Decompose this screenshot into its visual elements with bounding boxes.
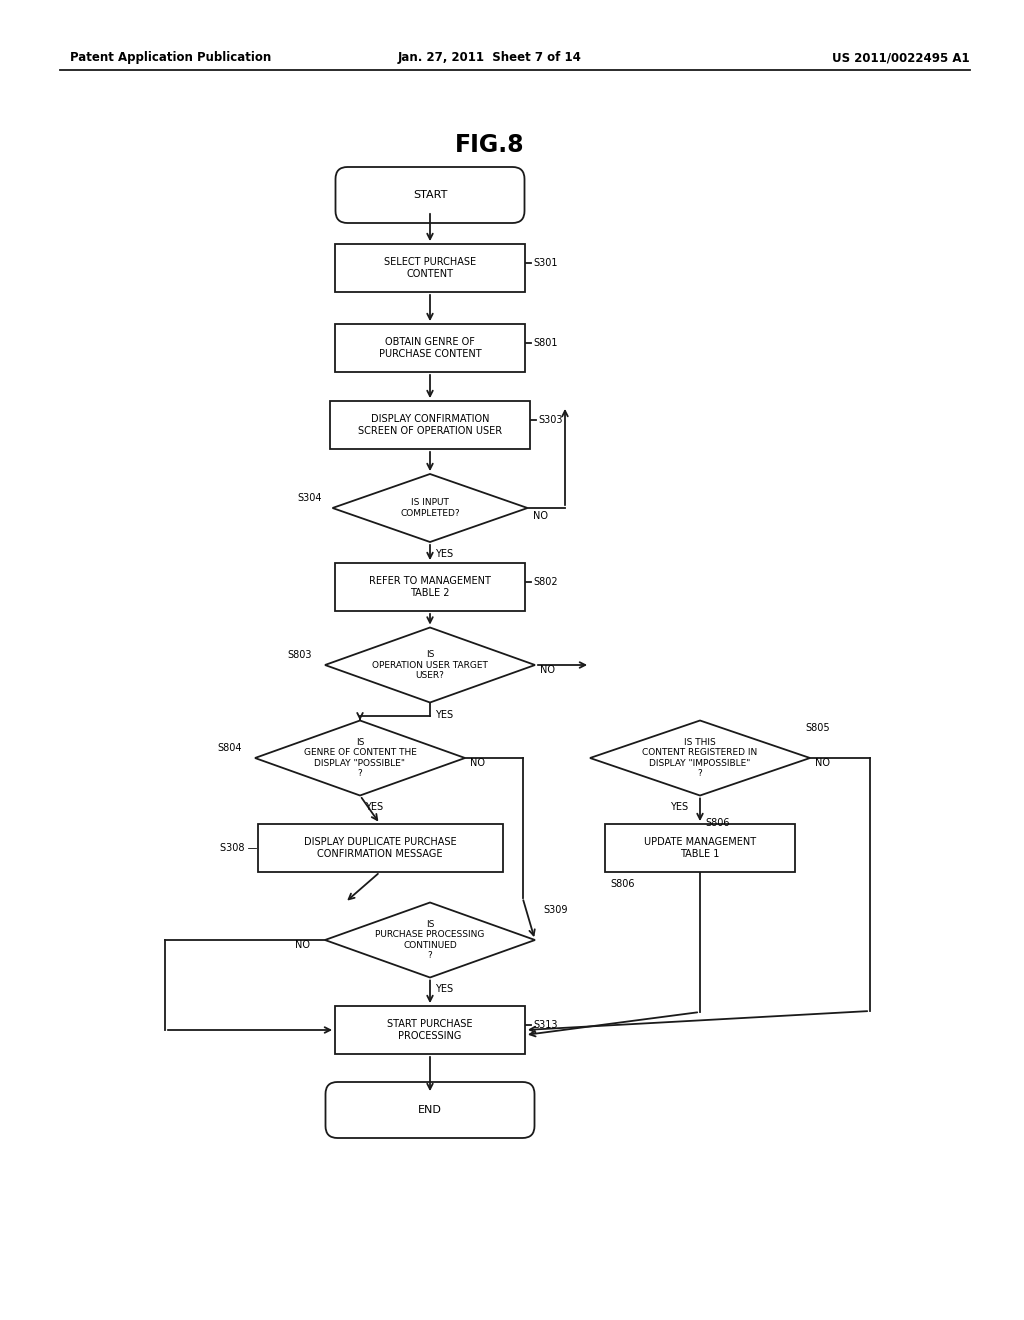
Text: YES: YES: [670, 803, 688, 813]
Text: S804: S804: [217, 743, 242, 752]
Polygon shape: [325, 627, 535, 702]
Polygon shape: [325, 903, 535, 978]
Polygon shape: [255, 721, 465, 796]
Text: NO: NO: [540, 665, 555, 675]
Text: NO: NO: [470, 758, 485, 768]
Text: START: START: [413, 190, 447, 201]
Text: SELECT PURCHASE
CONTENT: SELECT PURCHASE CONTENT: [384, 257, 476, 279]
Bar: [335, 564, 525, 611]
Polygon shape: [590, 721, 810, 796]
Bar: [605, 824, 795, 873]
Text: UPDATE MANAGEMENT
TABLE 1: UPDATE MANAGEMENT TABLE 1: [644, 837, 756, 859]
Text: S309: S309: [543, 906, 567, 915]
Bar: [257, 824, 503, 873]
Text: S806: S806: [610, 879, 635, 888]
Text: FIG.8: FIG.8: [456, 133, 525, 157]
Text: IS THIS
CONTENT REGISTERED IN
DISPLAY "IMPOSSIBLE"
?: IS THIS CONTENT REGISTERED IN DISPLAY "I…: [642, 738, 758, 777]
Text: US 2011/0022495 A1: US 2011/0022495 A1: [833, 51, 970, 65]
Text: S806: S806: [705, 818, 729, 829]
Text: YES: YES: [435, 985, 454, 994]
Text: NO: NO: [532, 511, 548, 521]
Text: IS
GENRE OF CONTENT THE
DISPLAY "POSSIBLE"
?: IS GENRE OF CONTENT THE DISPLAY "POSSIBL…: [303, 738, 417, 777]
Text: REFER TO MANAGEMENT
TABLE 2: REFER TO MANAGEMENT TABLE 2: [369, 577, 490, 598]
Text: NO: NO: [295, 940, 310, 950]
FancyBboxPatch shape: [336, 168, 524, 223]
Text: S313: S313: [534, 1020, 557, 1030]
Text: S308 —: S308 —: [219, 843, 257, 853]
Text: YES: YES: [435, 710, 454, 719]
Text: NO: NO: [815, 758, 830, 768]
Bar: [335, 323, 525, 372]
Bar: [330, 401, 530, 449]
Text: START PURCHASE
PROCESSING: START PURCHASE PROCESSING: [387, 1019, 473, 1040]
Bar: [335, 244, 525, 292]
Text: IS INPUT
COMPLETED?: IS INPUT COMPLETED?: [400, 498, 460, 517]
Text: S304: S304: [298, 492, 322, 503]
Polygon shape: [333, 474, 527, 543]
Text: IS
OPERATION USER TARGET
USER?: IS OPERATION USER TARGET USER?: [372, 651, 488, 680]
Text: IS
PURCHASE PROCESSING
CONTINUED
?: IS PURCHASE PROCESSING CONTINUED ?: [376, 920, 484, 960]
Text: YES: YES: [365, 803, 383, 813]
Bar: [335, 1006, 525, 1053]
FancyBboxPatch shape: [326, 1082, 535, 1138]
Text: S805: S805: [805, 723, 829, 733]
Text: S802: S802: [534, 577, 558, 587]
Text: S801: S801: [534, 338, 557, 348]
Text: Patent Application Publication: Patent Application Publication: [70, 51, 271, 65]
Text: S301: S301: [534, 257, 557, 268]
Text: END: END: [418, 1105, 442, 1115]
Text: OBTAIN GENRE OF
PURCHASE CONTENT: OBTAIN GENRE OF PURCHASE CONTENT: [379, 337, 481, 359]
Text: DISPLAY CONFIRMATION
SCREEN OF OPERATION USER: DISPLAY CONFIRMATION SCREEN OF OPERATION…: [358, 414, 502, 436]
Text: S303: S303: [538, 414, 562, 425]
Text: S803: S803: [287, 649, 311, 660]
Text: DISPLAY DUPLICATE PURCHASE
CONFIRMATION MESSAGE: DISPLAY DUPLICATE PURCHASE CONFIRMATION …: [304, 837, 457, 859]
Text: YES: YES: [435, 549, 454, 558]
Text: Jan. 27, 2011  Sheet 7 of 14: Jan. 27, 2011 Sheet 7 of 14: [398, 51, 582, 65]
